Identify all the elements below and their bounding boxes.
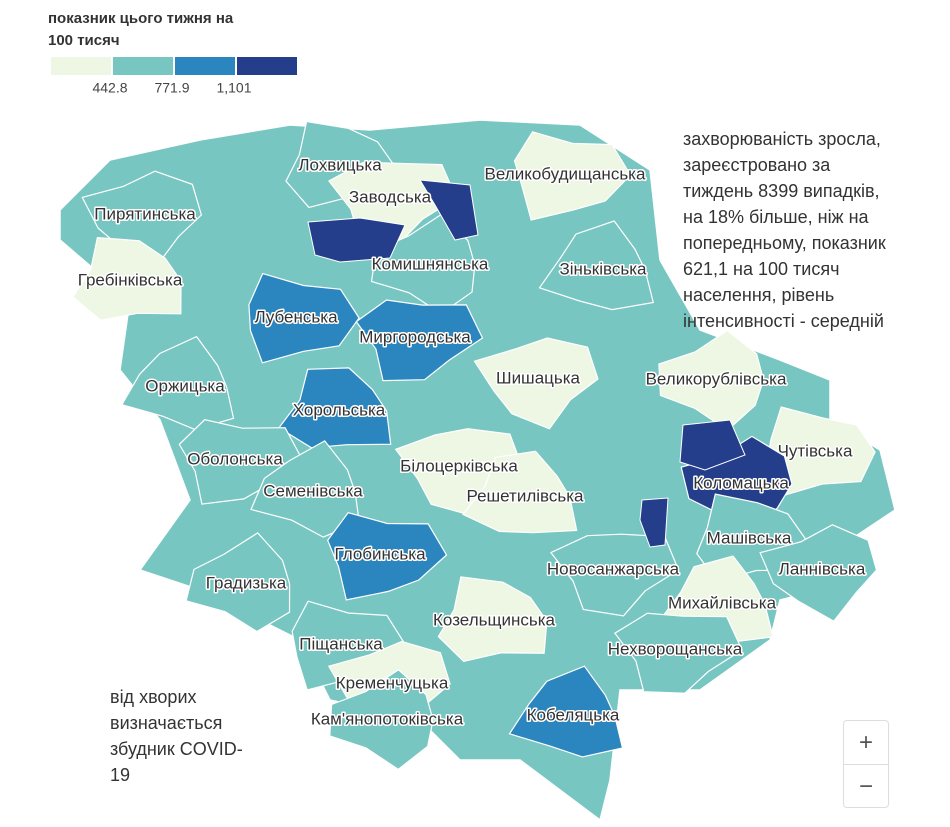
zoom-out-button[interactable]: − — [844, 764, 888, 808]
legend-swatch — [175, 57, 235, 75]
region-label: Ланнівська — [779, 559, 866, 578]
region-shape — [473, 337, 599, 430]
region-label: Великорублівська — [646, 369, 787, 388]
legend-tick-label: 771.9 — [154, 80, 189, 96]
region-label: Кам'янопотоківська — [311, 709, 464, 728]
region-shape — [513, 131, 632, 221]
text-line: 100 тисяч — [48, 32, 120, 49]
region-shape — [639, 497, 669, 548]
region-label: Козельщинська — [433, 610, 555, 629]
legend-tick-label: 442.8 — [92, 80, 127, 96]
region-shape — [658, 329, 765, 431]
region-shape — [307, 217, 406, 263]
region-shape — [355, 299, 484, 382]
text-line: захворюваність зросла, — [683, 129, 881, 149]
region-label: Піщанська — [299, 634, 383, 653]
region-label: Нехворощанська — [608, 639, 743, 658]
region-shape — [679, 419, 746, 471]
region-shape — [329, 669, 434, 771]
region-shape — [508, 665, 624, 758]
text-line: від хворих — [110, 687, 197, 707]
region-label: Зіньківська — [560, 259, 648, 278]
region-shape — [538, 220, 655, 311]
region-shape — [462, 450, 578, 534]
region-label: Кременчуцька — [336, 673, 449, 692]
region-shape — [81, 170, 203, 267]
region-shape — [72, 236, 182, 321]
region-shape — [278, 367, 392, 449]
text-line: показник цього тижня на — [48, 10, 234, 27]
region-label: Решетилівська — [466, 486, 584, 505]
text-line: 19 — [110, 765, 131, 785]
region-label: Градизька — [206, 573, 287, 592]
region-label: Новосанжарська — [547, 559, 680, 578]
region-shape — [327, 512, 448, 601]
text-line: тиждень 8399 випадків, — [683, 181, 880, 201]
region-label: Лохвицька — [298, 155, 382, 174]
region-label: Білоцерківська — [400, 456, 518, 475]
legend-tick-label: 1,101 — [216, 80, 251, 96]
legend: 442.8 771.9 1,101 — [51, 57, 297, 96]
text-line: збудник COVID- — [110, 739, 243, 759]
text-line: зареєстровано за — [683, 155, 831, 175]
text-line: 621,1 на 100 тисяч — [683, 259, 840, 279]
zoom-in-button[interactable]: + — [858, 729, 873, 756]
region-label: Коломацька — [693, 473, 789, 492]
legend-swatch — [51, 57, 111, 75]
region-label: Пирятинська — [94, 204, 196, 223]
region-label: Миргородська — [359, 327, 471, 346]
region-shape — [185, 532, 291, 633]
text-line: на 18% більше, ніж на — [683, 207, 869, 227]
region-label: Оржицька — [145, 376, 225, 395]
region-label: Лубенська — [254, 307, 338, 326]
legend-swatch — [237, 57, 297, 75]
region-label: Шишацька — [496, 368, 581, 387]
text-line: визначається — [110, 713, 223, 733]
region-shape — [759, 524, 878, 622]
footnote: від хворих визначається збудник COVID- 19 — [110, 684, 243, 788]
region-label: Заводська — [349, 187, 432, 206]
region-label: Семенівська — [263, 481, 363, 500]
region-label: Великобудищанська — [485, 164, 646, 183]
region-label: Комишнянська — [372, 254, 489, 273]
regions — [72, 120, 878, 771]
region-label: Глобинська — [334, 544, 426, 563]
region-label: Михайлівська — [668, 593, 777, 612]
region-label: Оболонська — [187, 449, 283, 468]
region-shape — [614, 612, 743, 694]
region-shape — [248, 272, 360, 364]
region-shape — [549, 533, 680, 617]
region-labels: Лохвицька Великобудищанська Заводська Пирят… — [76, 154, 867, 730]
text-line: попередньому, показник — [683, 233, 886, 253]
unlabeled-regions — [307, 179, 746, 548]
region-shape — [419, 179, 479, 241]
region-label: Машівська — [707, 528, 792, 547]
zoom-control: + − — [843, 720, 889, 808]
legend-swatch — [113, 57, 173, 75]
text-line: населення, рівень — [683, 285, 835, 305]
region-label: Гребінківська — [78, 270, 183, 289]
text-line: інтенсивності - середній — [683, 311, 884, 331]
region-label: Хорольська — [293, 400, 386, 419]
region-shape — [437, 576, 548, 663]
legend-title: показник цього тижня на 100 тисяч — [48, 8, 233, 52]
region-label: Чутівська — [778, 441, 853, 460]
region-label: Кобеляцька — [527, 705, 620, 724]
annotation: захворюваність зросла, зареєстровано за ти… — [683, 126, 886, 334]
